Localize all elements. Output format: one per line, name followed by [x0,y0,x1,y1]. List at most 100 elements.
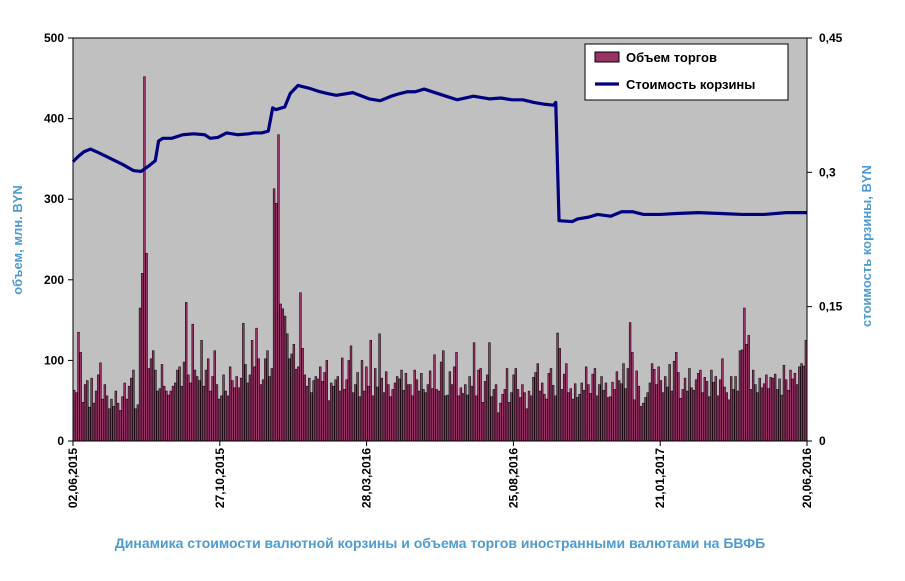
volume-bar [147,368,150,442]
volume-bar [303,374,307,442]
volume-bar [149,358,153,442]
volume-bar [732,389,735,442]
volume-bar [257,358,260,442]
volume-bar [521,384,524,442]
volume-bar [527,390,531,442]
volume-bar [595,395,599,442]
volume-bar [116,402,120,442]
volume-bar [497,412,500,442]
volume-bar [398,378,401,442]
volume-bar [646,392,649,442]
x-tick-label: 27,10,2015 [213,448,227,508]
volume-bar [708,396,711,442]
volume-bar [446,394,449,442]
volume-bar [778,378,781,442]
volume-bar [611,381,614,442]
volume-bar [444,395,447,442]
volume-bar [220,395,223,442]
volume-bar [189,382,192,442]
volume-bar [437,390,441,442]
volume-bar [782,364,786,442]
left-tick-label: 200 [44,273,64,287]
volume-bar [690,387,693,442]
volume-bar [235,376,238,442]
volume-bar [439,361,443,442]
volume-bar [283,315,287,442]
volume-bar [369,340,372,442]
volume-bar [525,408,528,442]
volume-bar [694,379,698,442]
volume-bar [666,386,669,442]
volume-bar [714,376,717,442]
volume-bar [395,376,399,442]
volume-bar [552,385,555,442]
volume-bar [75,392,78,442]
volume-bar [578,394,581,442]
right-tick-label: 0,3 [819,165,836,179]
x-tick-label: 28,03,2016 [360,448,374,508]
volume-bar [798,366,801,442]
volume-bar [156,390,159,442]
volume-bar [237,387,241,442]
volume-bar [402,389,405,442]
volume-bar [488,342,491,442]
volume-bars [72,76,808,442]
volume-bar [683,377,687,442]
volume-bar [457,395,460,442]
volume-bar [541,382,544,442]
left-tick-label: 500 [44,31,64,45]
volume-bar [97,374,100,442]
volume-bar [455,352,458,442]
legend-swatch-volume [594,51,620,63]
volume-bar [334,379,337,442]
volume-bar [288,358,291,442]
volume-bar [534,372,537,442]
volume-bar [626,368,630,442]
volume-bar [277,134,280,442]
volume-bar [185,302,188,442]
volume-bar [622,363,625,442]
volume-bar [294,369,298,442]
volume-bar [549,368,553,442]
volume-bar [712,381,715,442]
volume-bar [365,366,368,442]
left-axis-title: объем, млн. BYN [10,185,25,295]
x-tick-label: 02,06,2015 [66,448,80,508]
volume-bar [703,377,706,442]
volume-bar [90,377,93,442]
x-tick-label: 20,06,2016 [800,448,814,508]
volume-bar [420,373,423,442]
volume-bar [725,392,728,442]
volume-bar [244,364,247,442]
volume-bar [182,361,186,442]
volume-bar [791,378,794,442]
volume-bar [486,374,489,442]
volume-bar [582,389,586,442]
volume-bar [736,390,739,442]
volume-bar [165,390,168,442]
volume-bar [532,377,535,442]
volume-bar [341,357,344,442]
volume-bar [554,395,557,442]
volume-bar [233,387,236,442]
volume-bar [730,376,733,442]
volume-bar [637,385,641,442]
volume-bar [323,372,326,442]
volume-bar [738,350,742,442]
volume-bar [435,389,438,442]
volume-bar [176,369,179,442]
volume-bar [384,371,388,442]
volume-bar [422,389,425,442]
volume-bar [213,350,216,442]
volume-bar [795,384,799,442]
volume-bar [314,376,318,442]
volume-bar [573,383,577,442]
volume-bar [301,348,304,442]
volume-bar [308,377,311,442]
volume-bar [428,370,432,442]
volume-bar [360,360,364,442]
volume-bar [114,390,118,442]
volume-bar [677,372,680,442]
volume-bar [305,385,309,442]
volume-bar [624,388,627,442]
